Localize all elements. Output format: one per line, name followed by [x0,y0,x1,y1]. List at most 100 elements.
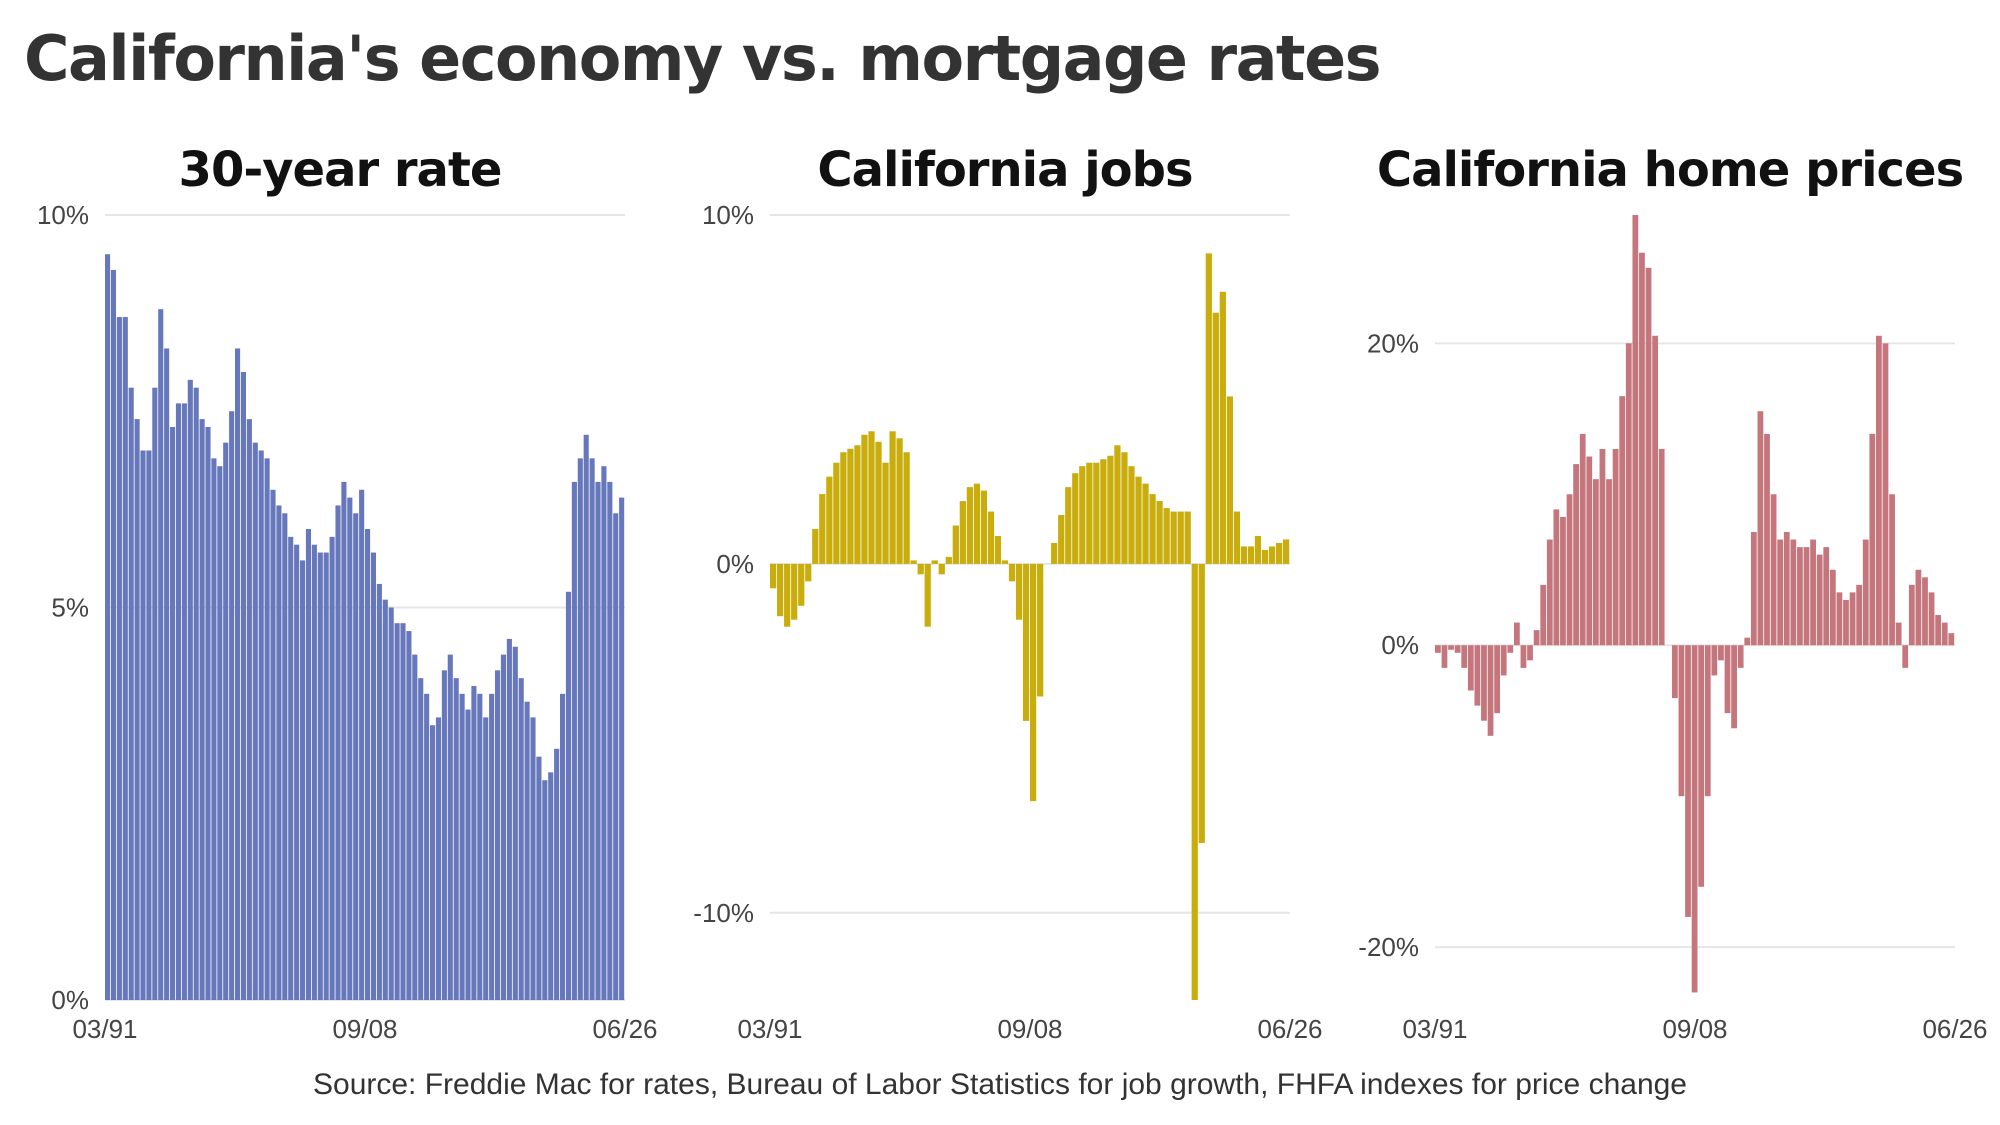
bar [1001,560,1009,564]
bar [1191,563,1198,1000]
bar [193,387,199,1000]
page-title: California's economy vs. mortgage rates [24,22,1382,95]
bar [1915,569,1922,646]
bar [875,441,882,564]
bar [889,431,896,564]
y-tick-label: 0% [51,985,89,1015]
bar [105,254,111,1000]
bar [1836,592,1843,646]
bar [1527,645,1533,661]
y-tick-label: 0% [716,549,754,579]
bar [453,678,459,1000]
bar [1869,433,1876,646]
bar [1685,645,1691,917]
bar [1737,645,1744,668]
bar [1546,539,1553,646]
bar [1065,487,1072,564]
bar [1072,473,1079,564]
bar [441,670,447,1000]
bar [1816,554,1823,646]
bar [1121,452,1128,564]
x-tick-label: 03/91 [72,1014,137,1044]
bar [199,419,205,1001]
bar [258,450,264,1000]
bar [311,544,317,1000]
bar [1790,539,1797,646]
bar [577,458,583,1001]
bar [938,563,945,575]
bar [1226,396,1233,564]
bar [1704,645,1711,797]
bar [1823,547,1830,646]
bar [1902,645,1909,668]
bar [459,693,465,1000]
bar [229,411,235,1000]
bar [1093,462,1100,564]
bar [847,448,854,564]
bar [1573,464,1580,646]
bar [376,583,382,1000]
bar [1500,645,1507,676]
y-tick-label: 5% [51,593,89,623]
bar [305,529,312,1000]
bar [146,450,152,1000]
bar [140,450,146,1000]
bar [1731,645,1737,729]
bar [1540,584,1547,646]
bar [394,623,400,1000]
bar [1261,549,1269,564]
bar [1058,515,1065,564]
bar [917,563,924,575]
bar [1100,459,1107,564]
bar [252,442,258,1000]
bar [518,678,524,1000]
bar [589,458,595,1001]
bar [341,481,347,1000]
bar [317,552,323,1000]
bar [134,419,140,1001]
bar [1008,563,1016,582]
bar [1625,343,1632,646]
bar [1803,547,1810,646]
bar [1678,645,1685,797]
bar [1592,479,1599,646]
bar [128,387,134,1000]
bar [931,560,938,564]
bar [246,419,252,1001]
bar [388,607,394,1000]
bar [370,552,377,1000]
bar [1566,494,1573,646]
bar [854,445,861,564]
bar [359,489,365,1000]
bar [1843,599,1849,646]
bar [294,544,300,1000]
bar [1461,645,1468,668]
bar [152,387,158,1000]
prices-chart: -20% 0% 20% 03/91 09/08 06/26 [1358,215,1988,1044]
bar [181,403,187,1000]
bar [347,497,353,1000]
bar [187,379,193,1001]
bar [536,756,542,1000]
bar [217,466,223,1000]
x-tick-label: 03/91 [1402,1014,1467,1044]
bar [382,599,388,1000]
bar [1724,645,1731,714]
bar [1553,509,1560,646]
bar [994,535,1002,564]
bar [945,556,952,564]
bar [1219,291,1226,564]
bar [1240,546,1248,564]
bar [1935,615,1942,646]
bar [1599,448,1606,646]
y-tick-label: -10% [693,898,754,928]
bar [910,560,917,564]
bar [288,536,294,1000]
bar [424,693,430,1000]
bar [1612,448,1619,646]
y-tick-label: -20% [1358,932,1419,962]
x-tick-label: 06/26 [1922,1014,1987,1044]
bar [1435,645,1441,653]
bar [1658,448,1665,646]
bar [406,631,412,1000]
